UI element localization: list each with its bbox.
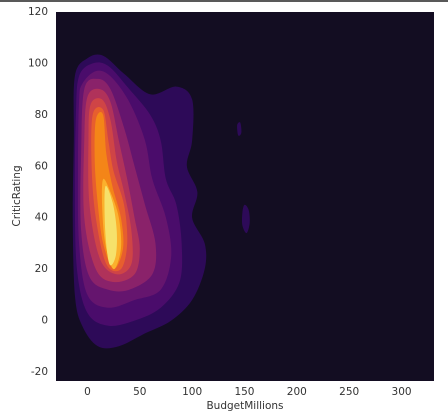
y-axis-label: CriticRating xyxy=(11,165,23,226)
x-tick-label: 200 xyxy=(287,386,307,398)
x-tick-label: 300 xyxy=(392,386,412,398)
y-tick-label: 40 xyxy=(35,212,48,224)
y-tick-label: 20 xyxy=(35,263,48,275)
plot-area xyxy=(56,12,434,381)
x-tick-label: 150 xyxy=(234,386,254,398)
y-tick-label: 0 xyxy=(41,315,48,327)
density-contour xyxy=(241,204,250,234)
y-tick-label: 120 xyxy=(28,6,48,18)
x-tick-label: 100 xyxy=(182,386,202,398)
y-tick-label: -20 xyxy=(31,366,48,378)
x-tick-label: 50 xyxy=(133,386,146,398)
y-tick-label: 60 xyxy=(35,160,48,172)
y-tick-label: 100 xyxy=(28,57,48,69)
x-axis-label: BudgetMillions xyxy=(206,400,283,412)
density-contour xyxy=(237,122,242,136)
y-tick-label: 80 xyxy=(35,109,48,121)
x-tick-label: 250 xyxy=(339,386,359,398)
x-tick-label: 0 xyxy=(84,386,91,398)
density-contour xyxy=(104,185,117,266)
